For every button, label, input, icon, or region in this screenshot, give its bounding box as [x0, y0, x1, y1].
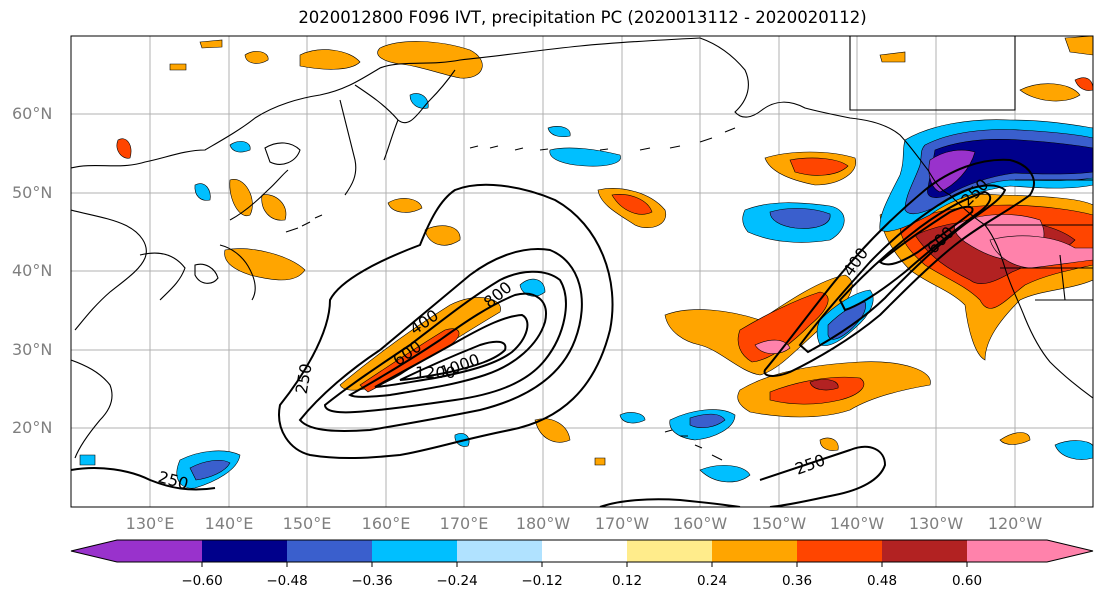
coastlines — [71, 36, 1093, 461]
colorbar-label-pos060: 0.60 — [951, 573, 983, 589]
map-area: 250 400 600 800 1000 1200 250 400 600 25… — [71, 36, 1093, 507]
colorbar-ticks — [201, 562, 968, 567]
lat-label-50n: 50°N — [12, 183, 53, 202]
lat-label-20n: 20°N — [12, 418, 53, 437]
lon-label-180w: 180°W — [515, 514, 571, 533]
map-frame — [70, 35, 1094, 508]
contour-label-1200: 1200 — [415, 363, 456, 382]
lon-label-130e: 130°E — [125, 514, 175, 533]
lat-label-30n: 30°N — [12, 340, 53, 359]
colorbar-label-pos024: 0.24 — [696, 573, 728, 589]
lon-label-170e: 170°E — [439, 514, 489, 533]
lon-label-140w: 140°W — [829, 514, 885, 533]
precip-anomaly-negative — [79, 93, 1093, 489]
colorbar-label-neg012: −0.12 — [521, 573, 563, 589]
lat-label-60n: 60°N — [12, 104, 53, 123]
lon-label-130w: 130°W — [908, 514, 964, 533]
lon-label-160w: 160°W — [672, 514, 728, 533]
colorbar-label-pos048: 0.48 — [866, 573, 898, 589]
colorbar-label-pos036: 0.36 — [781, 573, 813, 589]
lon-label-170w: 170°W — [594, 514, 650, 533]
figure-title: 2020012800 F096 IVT, precipitation PC (2… — [298, 8, 867, 27]
colorbar-label-neg048: −0.48 — [266, 573, 308, 589]
ivt-contours — [71, 158, 1035, 507]
lon-label-140e: 140°E — [204, 514, 254, 533]
colorbar-label-neg024: −0.24 — [436, 573, 478, 589]
colorbar-label-pos012: 0.12 — [611, 573, 643, 589]
lat-label-40n: 40°N — [12, 261, 53, 280]
colorbar-extend-low — [71, 540, 117, 562]
colorbar-label-neg060: −0.60 — [181, 573, 223, 589]
colorbar-extend-high — [1047, 540, 1093, 562]
lon-label-120w: 120°W — [987, 514, 1043, 533]
lon-label-150e: 150°E — [282, 514, 332, 533]
colorbar — [70, 539, 1094, 563]
lon-label-150w: 150°W — [751, 514, 807, 533]
colorbar-label-neg036: −0.36 — [351, 573, 393, 589]
lon-label-160e: 160°E — [361, 514, 411, 533]
